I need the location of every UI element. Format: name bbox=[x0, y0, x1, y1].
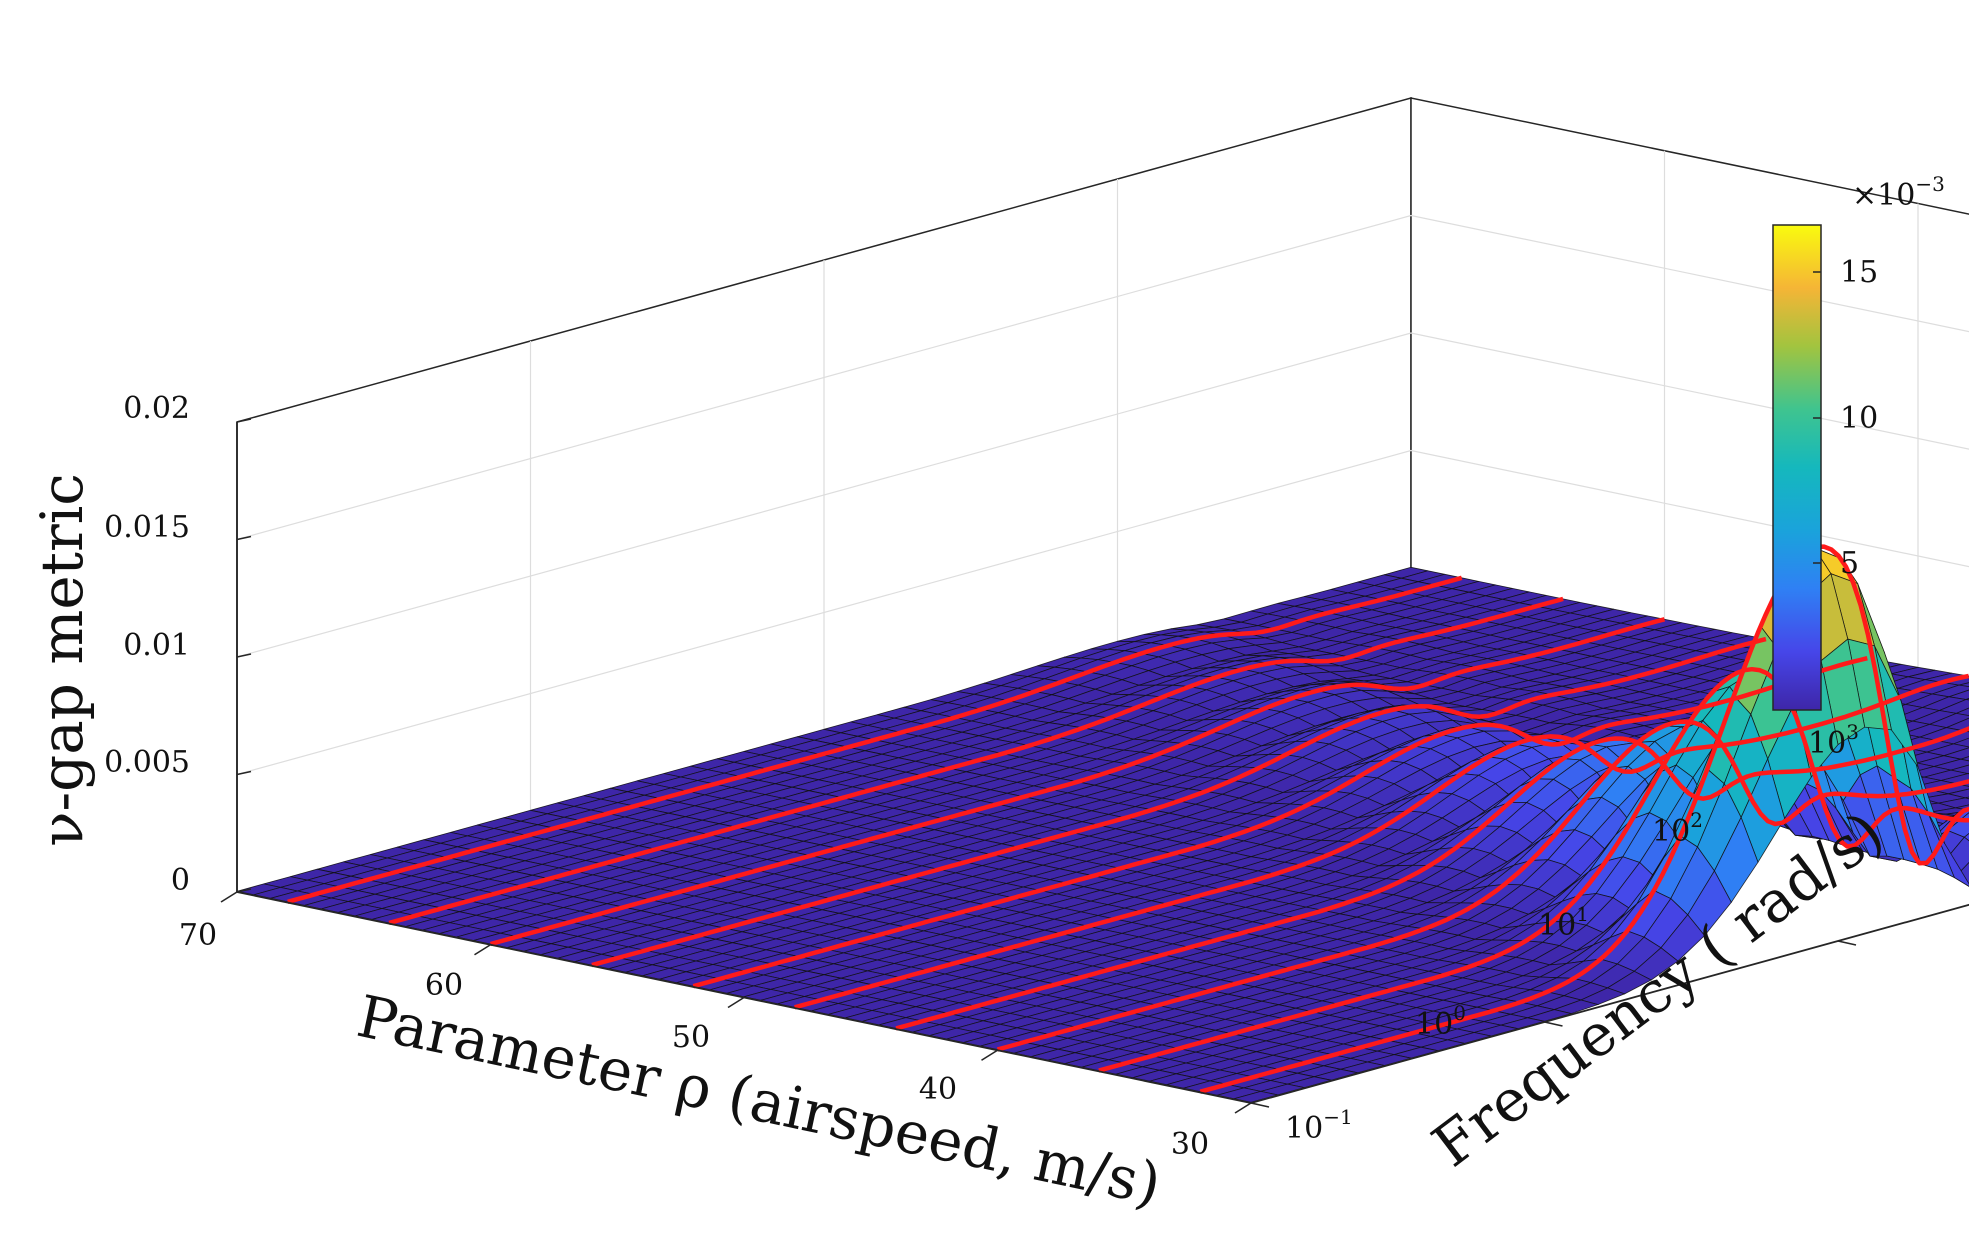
colorbar-tick-label-1: 10 bbox=[1840, 401, 1878, 436]
z-tick-mark-0 bbox=[236, 888, 252, 893]
slice-curve-2 bbox=[489, 617, 1666, 947]
colorbar-gradient bbox=[1772, 224, 1822, 711]
slice-curve-1 bbox=[388, 596, 1564, 926]
slice-curve-4 bbox=[692, 656, 1868, 989]
slice-curve-7 bbox=[996, 719, 1969, 1052]
z-tick-mark-1 bbox=[236, 770, 252, 776]
x-tick-mark-4 bbox=[1234, 1102, 1252, 1114]
z-tick-label-1: 0.005 bbox=[104, 745, 190, 780]
slice-curve-5 bbox=[794, 673, 1969, 1010]
z-gridline-1 bbox=[236, 449, 1969, 776]
z-tick-mark-3 bbox=[236, 535, 252, 541]
x-tick-label-4: 30 bbox=[1171, 1127, 1209, 1162]
slice-curve-8 bbox=[1098, 666, 1969, 1073]
surface-patch bbox=[1958, 682, 1969, 688]
z-gridline-3 bbox=[236, 214, 1969, 541]
z-axis-title: ν-gap metric bbox=[28, 473, 96, 847]
surface-mesh bbox=[236, 544, 1969, 1103]
x-tick-label-2: 50 bbox=[672, 1020, 710, 1055]
x-tick-mark-0 bbox=[220, 891, 238, 903]
surface-patch bbox=[1959, 756, 1969, 762]
y-tick-mark-1 bbox=[1544, 1021, 1563, 1027]
slice-curve-3 bbox=[591, 636, 1767, 968]
z-tick-label-2: 0.01 bbox=[123, 628, 190, 663]
colorbar-scale-label: ×10−3 bbox=[1852, 172, 1945, 213]
surface-patch bbox=[1963, 833, 1969, 842]
z-tick-mark-4 bbox=[236, 418, 252, 423]
z-axis-tick-labels: 0 0.005 0.01 0.015 0.02 bbox=[104, 391, 190, 898]
x-tick-label-1: 60 bbox=[425, 968, 463, 1003]
x-tick-label-0: 70 bbox=[179, 918, 217, 953]
axes-front bbox=[220, 418, 1969, 1114]
colorbar-tick-label-2: 15 bbox=[1840, 255, 1878, 290]
y-tick-label-2: 101 bbox=[1538, 902, 1589, 943]
y-tick-mark-2 bbox=[1837, 940, 1857, 946]
x-axis-tick-labels: 70 60 50 40 30 bbox=[179, 918, 1209, 1162]
x-tick-label-3: 40 bbox=[919, 1072, 957, 1107]
colorbar: 5 10 15 ×10−3 bbox=[1772, 172, 1945, 711]
z-tick-label-3: 0.015 bbox=[104, 510, 190, 545]
y-axis-tick-labels: 10−1 100 101 102 103 bbox=[1285, 720, 1859, 1146]
y-tick-label-1: 100 bbox=[1415, 1001, 1466, 1042]
axes-back-panels bbox=[236, 97, 1969, 893]
slice-curve-6 bbox=[895, 726, 1969, 1031]
y-tick-label-3: 102 bbox=[1652, 808, 1703, 849]
x-tick-mark-1 bbox=[474, 944, 491, 956]
y-tick-mark-0 bbox=[1250, 1102, 1270, 1108]
z-tick-mark-2 bbox=[236, 653, 252, 658]
z-gridline-2 bbox=[236, 332, 1969, 658]
x-tick-mark-3 bbox=[981, 1049, 998, 1061]
y-tick-label-4: 103 bbox=[1808, 720, 1859, 761]
z-tick-label-4: 0.02 bbox=[123, 391, 190, 426]
x-tick-mark-2 bbox=[727, 996, 745, 1009]
z-tick-label-0: 0 bbox=[171, 863, 190, 898]
slice-curve-0 bbox=[287, 575, 1463, 904]
y-tick-label-0: 10−1 bbox=[1285, 1105, 1353, 1146]
colorbar-tick-label-0: 5 bbox=[1840, 546, 1859, 581]
